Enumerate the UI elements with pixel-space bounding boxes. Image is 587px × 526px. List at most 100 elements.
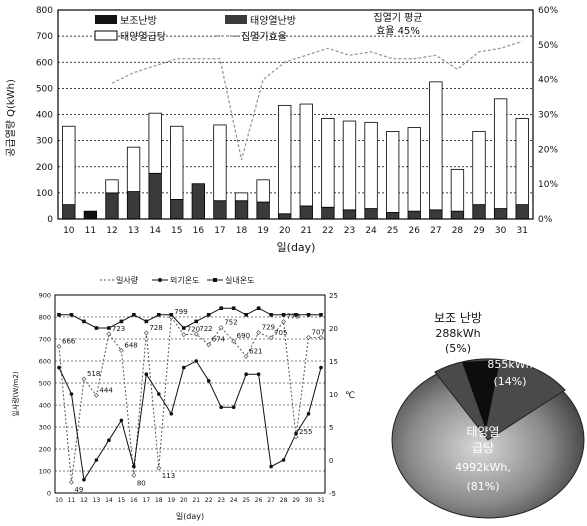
bottom-xtick-label: 11 (68, 497, 76, 504)
irradiance-data-label: 752 (224, 319, 237, 327)
indoor-temp-point (269, 313, 273, 317)
indoor-temp-line (59, 307, 321, 329)
bottom-plot-frame (54, 294, 326, 494)
top-ytick-label: 200 (36, 163, 53, 173)
top-y2tick-label: 40% (538, 76, 558, 86)
bottom-y2tick-label: -5 (329, 490, 336, 498)
irradiance-point (193, 331, 199, 337)
legend-label-outdoor: 외기온도 (170, 275, 199, 285)
outdoor-temp-point (181, 365, 186, 370)
bottom-ytick-label: 700 (39, 336, 51, 344)
pie-label-hotwater-value: 4992kWh, (455, 461, 511, 474)
indoor-temp-point (231, 306, 236, 310)
top-bar-solar-hotwater (321, 118, 335, 208)
pie-label-aux-pct: (5%) (445, 342, 471, 355)
legend-label-indoor: 실내온도 (225, 275, 254, 285)
top-ytick-label: 500 (36, 84, 53, 94)
bottom-y2tick-label: 5 (329, 424, 333, 432)
irradiance-data-label: 666 (62, 337, 76, 345)
bottom-xtick-label: 30 (305, 497, 313, 504)
top-bar-solar-hotwater (234, 192, 249, 202)
bottom-ytick-label: 900 (39, 292, 51, 300)
irradiance-point (231, 338, 237, 344)
bottom-xtick-label: 28 (280, 497, 288, 504)
top-xtick-label: 12 (106, 226, 117, 236)
top-bar-solar-heating (472, 204, 486, 220)
outdoor-temp-point (57, 365, 61, 370)
bottom-xtick-label: 25 (242, 497, 250, 504)
irradiance-data-label: 518 (87, 370, 100, 378)
bottom-xtick-label: 27 (267, 497, 275, 504)
irradiance-point (218, 325, 224, 331)
top-bar-solar-hotwater (256, 179, 270, 203)
irradiance-point (156, 465, 162, 471)
irradiance-point (106, 331, 112, 337)
irradiance-data-label: 621 (249, 347, 262, 355)
pie-label-hotwater-name2: 급탕 (472, 441, 494, 455)
bottom-legend: 일사량 외기온도 실내온도 (100, 275, 254, 285)
top-bar-solar-heating (450, 210, 465, 220)
irradiance-data-label: 113 (162, 472, 175, 480)
top-bar-solar-hotwater (450, 168, 465, 212)
top-ytick-label: 400 (36, 111, 53, 121)
bottom-ytick-label: 200 (39, 446, 51, 454)
indoor-temp-point (94, 326, 99, 330)
top-bar-solar-heating (407, 210, 421, 220)
outdoor-temp-point (206, 379, 211, 383)
indoor-temp-point (57, 313, 61, 317)
pie-label-aux-name: 보조 난방 (434, 311, 482, 325)
top-bar-solar-hotwater (299, 103, 313, 207)
top-bar-solar-heating (342, 209, 357, 220)
bottom-ylabel: 일사량(W/m2) (11, 371, 20, 417)
bottom-xtick-label: 31 (317, 497, 325, 504)
bottom-xtick-label: 14 (105, 497, 113, 504)
bottom-xtick-label: 19 (167, 497, 175, 504)
top-y2tick-label: 50% (538, 41, 558, 51)
bottom-xtick-label: 13 (93, 497, 101, 504)
top-ytick-label: 0 (47, 215, 53, 225)
outdoor-temp-point (294, 431, 298, 436)
top-xtick-label: 14 (149, 226, 161, 236)
top-plot-frame (57, 9, 534, 220)
irradiance-data-label: 255 (299, 428, 312, 436)
top-ytick-label: 300 (36, 137, 53, 147)
indoor-temp-point (181, 326, 186, 330)
pie-label-heating-value: 855kWh (487, 358, 532, 371)
top-bar-solar-heating (62, 204, 76, 220)
top-bar-solar-heating (278, 213, 292, 220)
top-bar-solar-heating (256, 201, 270, 220)
bottom-ytick-label: 0 (47, 490, 51, 498)
bottom-ytick-label: 300 (39, 424, 51, 432)
indoor-temp-point (132, 313, 136, 317)
outdoor-temp-point (219, 405, 223, 410)
top-y2tick-label: 30% (538, 111, 558, 121)
top-xtick-label: 22 (322, 226, 333, 236)
bottom-ytick-label: 800 (39, 314, 51, 322)
top-bar-solar-heating (385, 212, 400, 220)
top-xtick-label: 13 (128, 226, 139, 236)
legend-swatch-solar-heating (225, 15, 247, 24)
irradiance-point (181, 332, 187, 338)
top-bar-solar-heating (493, 208, 508, 220)
indoor-temp-point (281, 313, 286, 317)
irradiance-point (268, 335, 274, 341)
irradiance-point (81, 376, 87, 382)
outdoor-temp-point (231, 405, 236, 410)
bottom-xtick-label: 26 (255, 497, 263, 504)
outdoor-temp-point (244, 372, 248, 377)
indoor-temp-point (69, 313, 74, 317)
top-bar-solar-heating (105, 192, 119, 220)
irradiance-data-label: 729 (262, 324, 275, 332)
top-bar-solar-heating (213, 200, 227, 220)
top-ytick-label: 700 (36, 32, 53, 42)
irradiance-data-label: 728 (149, 324, 162, 332)
irradiance-data-label: 648 (124, 341, 137, 349)
outdoor-temp-point (169, 412, 174, 416)
outdoor-temp-point (256, 372, 261, 377)
bottom-xtick-label: 29 (292, 497, 300, 504)
top-bar-solar-hotwater (342, 120, 357, 211)
irradiance-data-label: 779 (287, 313, 300, 321)
top-xtick-label: 27 (430, 226, 441, 236)
top-xtick-label: 23 (344, 226, 355, 236)
